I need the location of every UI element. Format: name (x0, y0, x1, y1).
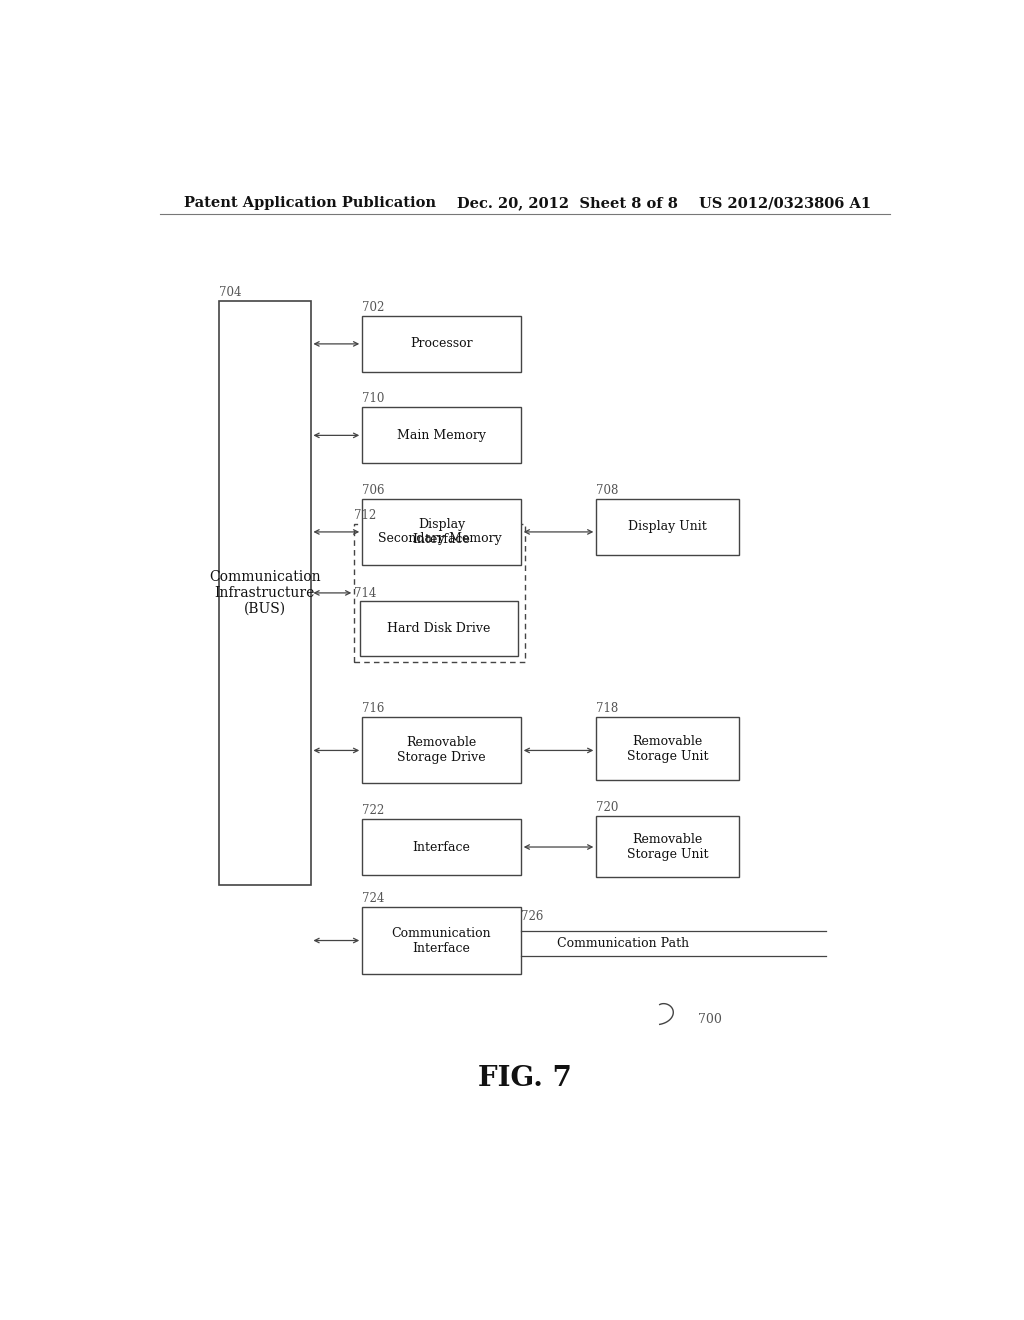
Text: Hard Disk Drive: Hard Disk Drive (387, 622, 490, 635)
Text: 716: 716 (362, 702, 384, 715)
Bar (362, 718, 521, 784)
Text: Communication Path: Communication Path (557, 937, 689, 949)
Text: 706: 706 (362, 484, 385, 496)
Text: 702: 702 (362, 301, 384, 314)
Text: 708: 708 (596, 484, 618, 496)
Text: Interface: Interface (413, 841, 470, 854)
Text: 712: 712 (354, 510, 377, 523)
Text: 720: 720 (596, 801, 618, 814)
Text: Removable
Storage Drive: Removable Storage Drive (397, 737, 485, 764)
Text: 714: 714 (354, 586, 377, 599)
Text: 726: 726 (521, 909, 543, 923)
Bar (362, 315, 521, 372)
Bar (362, 499, 521, 565)
Text: 722: 722 (362, 804, 384, 817)
Text: Main Memory: Main Memory (397, 429, 486, 442)
Text: Removable
Storage Unit: Removable Storage Unit (627, 735, 709, 763)
Text: US 2012/0323806 A1: US 2012/0323806 A1 (699, 197, 871, 210)
Text: FIG. 7: FIG. 7 (478, 1065, 571, 1092)
Bar (362, 408, 521, 463)
Text: Processor: Processor (411, 338, 473, 350)
Text: 704: 704 (219, 285, 242, 298)
Text: 710: 710 (362, 392, 384, 405)
Text: 700: 700 (697, 1012, 722, 1026)
Bar (219, 301, 310, 886)
Text: 724: 724 (362, 892, 384, 906)
Bar (354, 524, 524, 661)
Text: Display Unit: Display Unit (629, 520, 707, 533)
Text: Secondary Memory: Secondary Memory (378, 532, 502, 545)
Text: Display
Interface: Display Interface (413, 517, 470, 546)
Text: Communication
Interface: Communication Interface (391, 927, 492, 954)
Bar (596, 499, 739, 554)
Text: Communication
Infrastructure
(BUS): Communication Infrastructure (BUS) (209, 570, 321, 616)
Bar (362, 907, 521, 974)
Text: 718: 718 (596, 702, 618, 715)
Text: Removable
Storage Unit: Removable Storage Unit (627, 833, 709, 861)
Text: Dec. 20, 2012  Sheet 8 of 8: Dec. 20, 2012 Sheet 8 of 8 (458, 197, 678, 210)
Bar (596, 816, 739, 876)
Bar (359, 601, 518, 656)
Bar (362, 818, 521, 875)
Text: Patent Application Publication: Patent Application Publication (183, 197, 435, 210)
Bar (596, 718, 739, 780)
